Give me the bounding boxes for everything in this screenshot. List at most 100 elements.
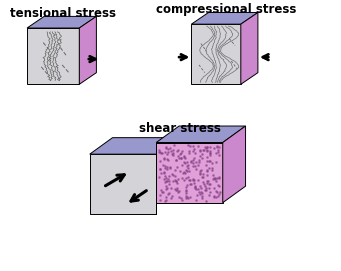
- Point: [183, 156, 188, 160]
- Point: [165, 147, 171, 151]
- Point: [180, 197, 185, 202]
- Point: [157, 198, 162, 202]
- Point: [216, 150, 221, 154]
- Point: [183, 191, 188, 195]
- Point: [216, 145, 222, 150]
- Point: [205, 148, 210, 153]
- Point: [207, 150, 212, 155]
- Point: [195, 143, 201, 148]
- Point: [197, 169, 203, 173]
- Point: [204, 179, 209, 183]
- Point: [203, 188, 209, 193]
- Point: [216, 153, 222, 157]
- Point: [157, 159, 163, 163]
- Point: [207, 159, 213, 164]
- Point: [157, 150, 162, 154]
- Text: compressional stress: compressional stress: [157, 4, 297, 16]
- Polygon shape: [223, 126, 246, 203]
- Point: [214, 145, 220, 150]
- Point: [190, 144, 196, 148]
- Point: [192, 163, 198, 168]
- Point: [163, 146, 169, 150]
- Point: [192, 186, 197, 191]
- Point: [187, 182, 192, 186]
- Point: [181, 154, 187, 158]
- Point: [172, 168, 178, 172]
- Polygon shape: [156, 143, 223, 203]
- Point: [216, 175, 222, 179]
- Point: [207, 182, 213, 186]
- Point: [164, 186, 170, 191]
- Point: [200, 175, 206, 179]
- Point: [162, 164, 167, 168]
- Point: [183, 194, 189, 198]
- Point: [188, 182, 193, 186]
- Point: [162, 174, 168, 179]
- Point: [198, 168, 203, 172]
- Point: [164, 178, 169, 183]
- Point: [186, 169, 192, 173]
- Point: [162, 166, 167, 170]
- Point: [206, 193, 211, 197]
- Point: [183, 187, 189, 192]
- Point: [197, 154, 202, 158]
- Point: [166, 173, 172, 178]
- Point: [181, 169, 187, 174]
- Point: [213, 189, 219, 193]
- Point: [159, 190, 164, 194]
- Point: [170, 151, 175, 156]
- Point: [169, 194, 174, 198]
- Point: [179, 150, 184, 155]
- Point: [168, 149, 174, 153]
- Point: [185, 169, 190, 173]
- Point: [161, 163, 166, 167]
- Point: [196, 160, 201, 164]
- Point: [203, 146, 208, 150]
- Point: [188, 159, 194, 163]
- Point: [189, 160, 194, 164]
- Polygon shape: [90, 154, 156, 214]
- Point: [199, 194, 205, 199]
- Point: [206, 159, 211, 164]
- Point: [205, 149, 210, 153]
- Point: [158, 187, 164, 192]
- Point: [181, 160, 187, 164]
- Point: [193, 198, 198, 202]
- Point: [199, 196, 205, 201]
- Point: [161, 190, 166, 195]
- Point: [182, 154, 187, 159]
- Point: [181, 178, 187, 182]
- Point: [164, 179, 169, 183]
- Point: [191, 155, 196, 160]
- Point: [162, 198, 168, 203]
- Point: [173, 179, 179, 183]
- Polygon shape: [191, 12, 258, 24]
- Point: [164, 167, 170, 171]
- Point: [207, 150, 213, 155]
- Point: [190, 161, 196, 165]
- Point: [170, 147, 175, 152]
- Point: [193, 160, 198, 164]
- Point: [165, 157, 170, 162]
- Point: [199, 152, 205, 156]
- Point: [157, 167, 162, 172]
- Point: [185, 166, 190, 170]
- Point: [204, 169, 210, 173]
- Point: [179, 156, 184, 160]
- Point: [218, 190, 223, 194]
- Point: [170, 172, 175, 176]
- Point: [208, 153, 213, 157]
- Point: [177, 169, 183, 174]
- Point: [182, 171, 188, 176]
- Point: [183, 196, 188, 200]
- Point: [175, 149, 180, 153]
- Point: [184, 176, 189, 180]
- Point: [202, 145, 208, 149]
- Point: [197, 148, 203, 152]
- Point: [158, 193, 163, 197]
- Point: [164, 165, 170, 170]
- Point: [209, 161, 214, 165]
- Point: [191, 178, 196, 183]
- Point: [201, 172, 206, 176]
- Polygon shape: [191, 24, 241, 84]
